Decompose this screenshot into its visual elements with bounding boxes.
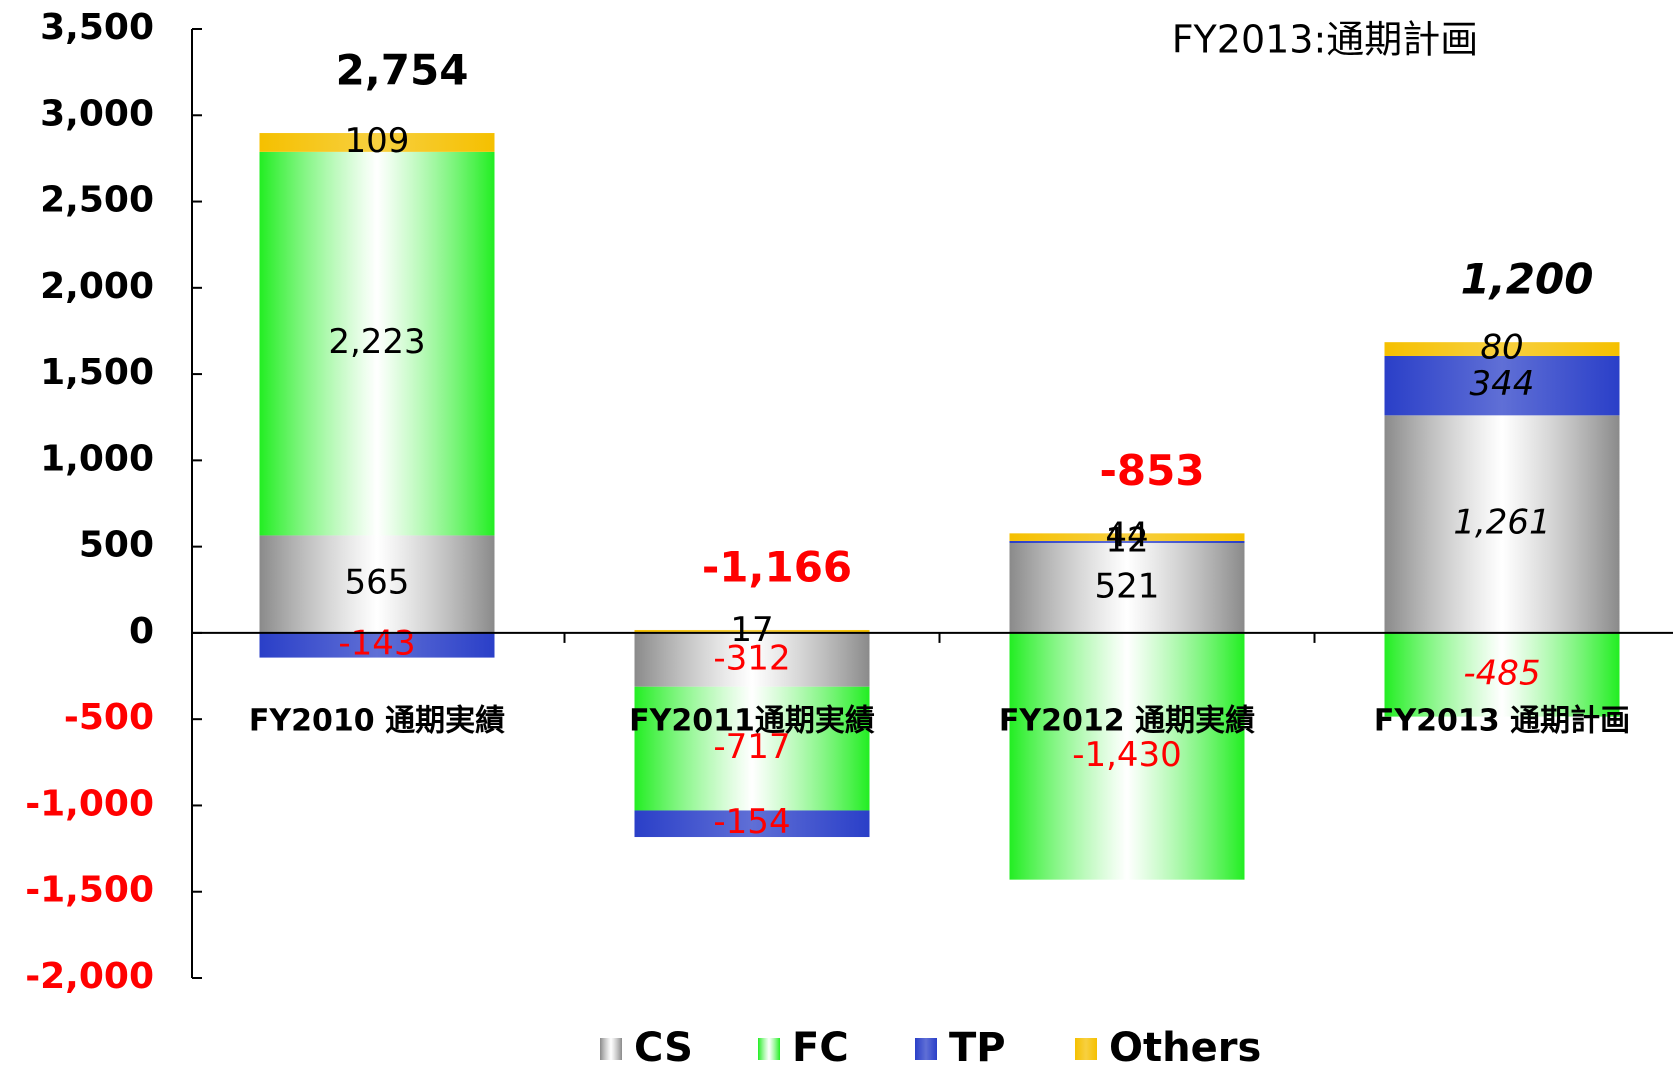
bar-segment <box>1009 540 1245 544</box>
y-tick-label: -1,500 <box>25 870 154 911</box>
data-label: -312 <box>713 638 790 678</box>
total-label: 1,200 <box>1461 255 1594 304</box>
total-label: 2,754 <box>336 46 469 95</box>
bar-segment <box>259 133 495 152</box>
legend-label: FC <box>792 1025 849 1068</box>
data-label: 344 <box>1470 364 1535 404</box>
y-tick-label: 0 <box>129 611 154 652</box>
data-label: 1,261 <box>1453 503 1550 543</box>
data-label: -154 <box>713 802 790 842</box>
bar-segment <box>1009 632 1245 880</box>
y-tick-label: 3,500 <box>40 7 154 48</box>
data-label: -717 <box>713 727 790 767</box>
legend-label: Others <box>1109 1025 1261 1068</box>
bar-segment <box>634 629 870 633</box>
legend-swatch <box>1075 1038 1097 1060</box>
data-label: 565 <box>345 563 410 603</box>
data-label: 521 <box>1095 566 1160 606</box>
y-tick-label: 500 <box>79 525 154 566</box>
data-label: 12 <box>1105 520 1148 560</box>
x-tick-label: FY2012 通期実績 <box>999 704 1255 739</box>
data-label: 44 <box>1105 516 1148 556</box>
bar-segment <box>1009 533 1245 541</box>
total-label: -853 <box>1099 446 1204 495</box>
total-label: -1,166 <box>702 542 852 591</box>
bar-segment <box>259 535 495 633</box>
legend-label: TP <box>949 1025 1006 1068</box>
data-label: -1,430 <box>1072 735 1182 775</box>
y-tick-label: -500 <box>64 697 154 738</box>
y-tick-label: 2,000 <box>40 266 154 307</box>
bar-segment <box>634 686 870 811</box>
x-tick-label: FY2011通期実績 <box>629 704 875 739</box>
bar-segment <box>1384 632 1620 717</box>
legend-swatch <box>915 1038 937 1060</box>
annotation: FY2013:通期計画 <box>1172 18 1479 62</box>
bar-segment <box>1384 355 1620 416</box>
bar-segment <box>634 632 870 687</box>
y-tick-label: 1,000 <box>40 438 154 479</box>
x-tick-label: FY2010 通期実績 <box>249 704 505 739</box>
bar-segment <box>1384 342 1620 356</box>
legend-label: CS <box>634 1025 693 1068</box>
data-label: 17 <box>730 610 773 650</box>
legend-swatch <box>600 1038 622 1060</box>
bar-segment <box>259 151 495 536</box>
y-tick-label: -2,000 <box>25 956 154 997</box>
y-tick-label: 3,000 <box>40 93 154 134</box>
x-tick-label: FY2013 通期計画 <box>1374 704 1630 739</box>
bar-segment <box>634 810 870 838</box>
data-label: 80 <box>1480 328 1523 368</box>
bar-segment <box>259 632 495 658</box>
data-label: 2,223 <box>328 322 425 362</box>
bar-segment <box>1384 415 1620 633</box>
data-label: -143 <box>338 624 415 664</box>
y-tick-label: -1,000 <box>25 783 154 824</box>
y-tick-label: 2,500 <box>40 180 154 221</box>
data-label: 109 <box>345 121 410 161</box>
data-label: -485 <box>1463 653 1540 693</box>
bar-segment <box>1009 543 1245 633</box>
legend-swatch <box>758 1038 780 1060</box>
y-tick-label: 1,500 <box>40 352 154 393</box>
